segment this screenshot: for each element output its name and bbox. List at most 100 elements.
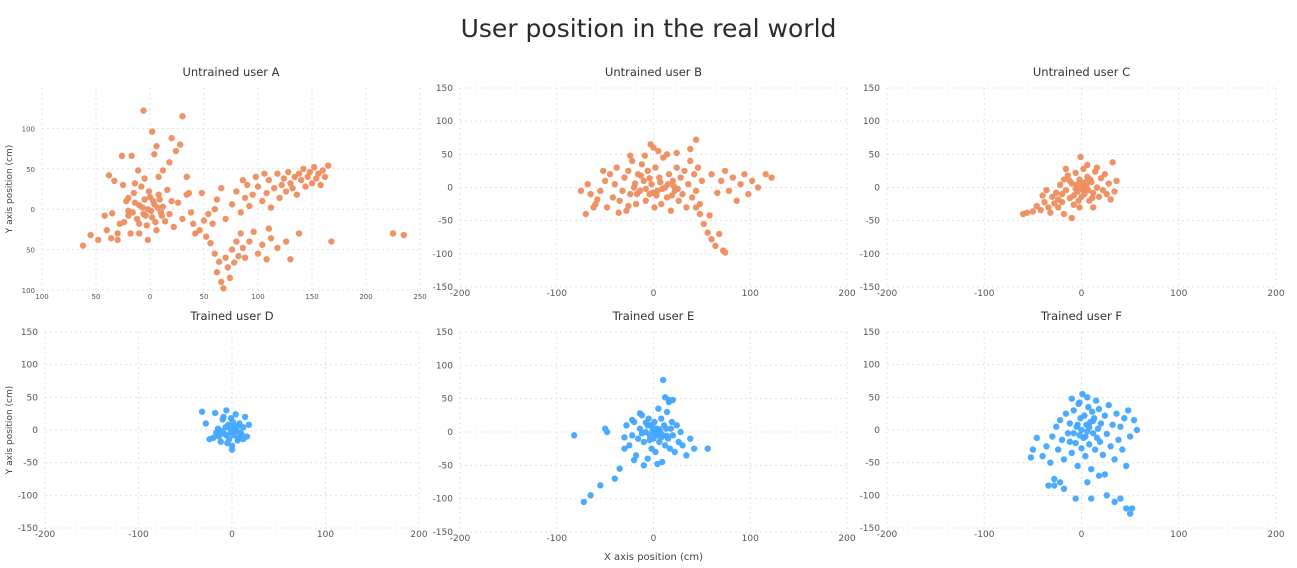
data-point (231, 259, 238, 266)
data-point (259, 241, 266, 248)
x-tick-label: 150 (305, 293, 318, 301)
data-point (276, 194, 283, 202)
data-point (658, 434, 665, 441)
data-point (638, 161, 646, 168)
data-point (196, 227, 203, 234)
data-point (661, 442, 669, 449)
data-point (630, 456, 638, 464)
data-point (261, 170, 268, 177)
data-point (218, 278, 225, 286)
data-point (1115, 436, 1122, 443)
data-point (1058, 436, 1066, 443)
data-point (1121, 415, 1128, 422)
data-point (235, 252, 242, 260)
data-point (172, 147, 180, 155)
chart-title: Untrained user C (1033, 65, 1130, 79)
data-point (721, 167, 729, 175)
data-point (1082, 178, 1089, 186)
y-tick-label: -100 (433, 250, 454, 260)
data-point (577, 187, 585, 195)
data-point (706, 212, 713, 219)
data-point (1080, 165, 1087, 173)
data-point (1107, 443, 1114, 450)
y-tick-label: 50 (442, 395, 454, 405)
data-point (224, 264, 231, 271)
data-point (633, 190, 641, 198)
data-point (103, 227, 111, 234)
chart-title: Untrained user B (605, 65, 702, 79)
data-point (692, 187, 700, 195)
data-point (222, 254, 229, 261)
x-tick-label: 0 (1079, 289, 1085, 299)
data-point (1033, 202, 1040, 210)
x-tick-label: 50 (200, 293, 209, 301)
data-point (1097, 175, 1105, 182)
data-point (1092, 397, 1100, 404)
data-point (741, 171, 748, 178)
data-point (762, 171, 769, 178)
data-point (687, 157, 694, 165)
data-point (79, 242, 87, 249)
data-point (220, 285, 227, 292)
data-point (668, 418, 676, 426)
y-tick-label: -100 (860, 250, 881, 260)
data-point (223, 432, 230, 439)
data-point (619, 187, 626, 195)
x-tick-label: 50 (92, 293, 101, 301)
data-point (647, 141, 654, 148)
data-point (1088, 194, 1096, 202)
data-point (1056, 181, 1064, 189)
data-point (666, 445, 674, 452)
data-point (215, 258, 223, 265)
data-point (768, 174, 775, 181)
data-point (136, 220, 143, 227)
data-point (159, 167, 167, 174)
data-point (304, 173, 311, 181)
data-point (1072, 169, 1079, 177)
data-point (1086, 424, 1093, 431)
data-point (1078, 426, 1085, 434)
data-point (244, 181, 251, 189)
data-point (130, 189, 137, 197)
data-point (198, 408, 206, 415)
data-point (148, 214, 156, 221)
data-point (147, 207, 155, 215)
data-point (611, 475, 618, 482)
data-point (1084, 479, 1091, 486)
data-point (570, 432, 578, 439)
y-tick-label: -50 (438, 461, 453, 471)
data-point (155, 173, 162, 181)
data-point (725, 187, 733, 195)
data-point (603, 204, 611, 211)
data-point (150, 197, 157, 205)
x-tick-label: 200 (1267, 289, 1284, 299)
y-tick-label: -50 (23, 459, 38, 469)
data-point (205, 210, 212, 218)
data-point (718, 177, 725, 185)
data-point (1041, 198, 1048, 206)
chart-title: Trained user F (1040, 309, 1122, 323)
data-point (673, 164, 680, 171)
x-tick-label: 0 (651, 534, 657, 544)
data-point (220, 413, 227, 421)
data-point (282, 238, 290, 245)
data-point (227, 415, 235, 422)
data-point (278, 181, 285, 189)
data-point (1109, 159, 1116, 166)
data-point (690, 171, 698, 178)
data-point (293, 191, 301, 198)
data-point (716, 230, 723, 238)
data-point (131, 199, 139, 206)
data-point (298, 176, 305, 184)
data-point (1027, 454, 1035, 461)
data-point (634, 435, 642, 442)
data-point (649, 189, 656, 197)
data-point (109, 210, 116, 217)
data-point (254, 250, 262, 257)
data-point (1062, 165, 1070, 173)
y-tick-label: -150 (18, 524, 39, 534)
data-point (594, 196, 601, 203)
x-tick-label: 100 (251, 293, 264, 301)
data-point (228, 446, 236, 453)
data-point (1082, 433, 1089, 440)
